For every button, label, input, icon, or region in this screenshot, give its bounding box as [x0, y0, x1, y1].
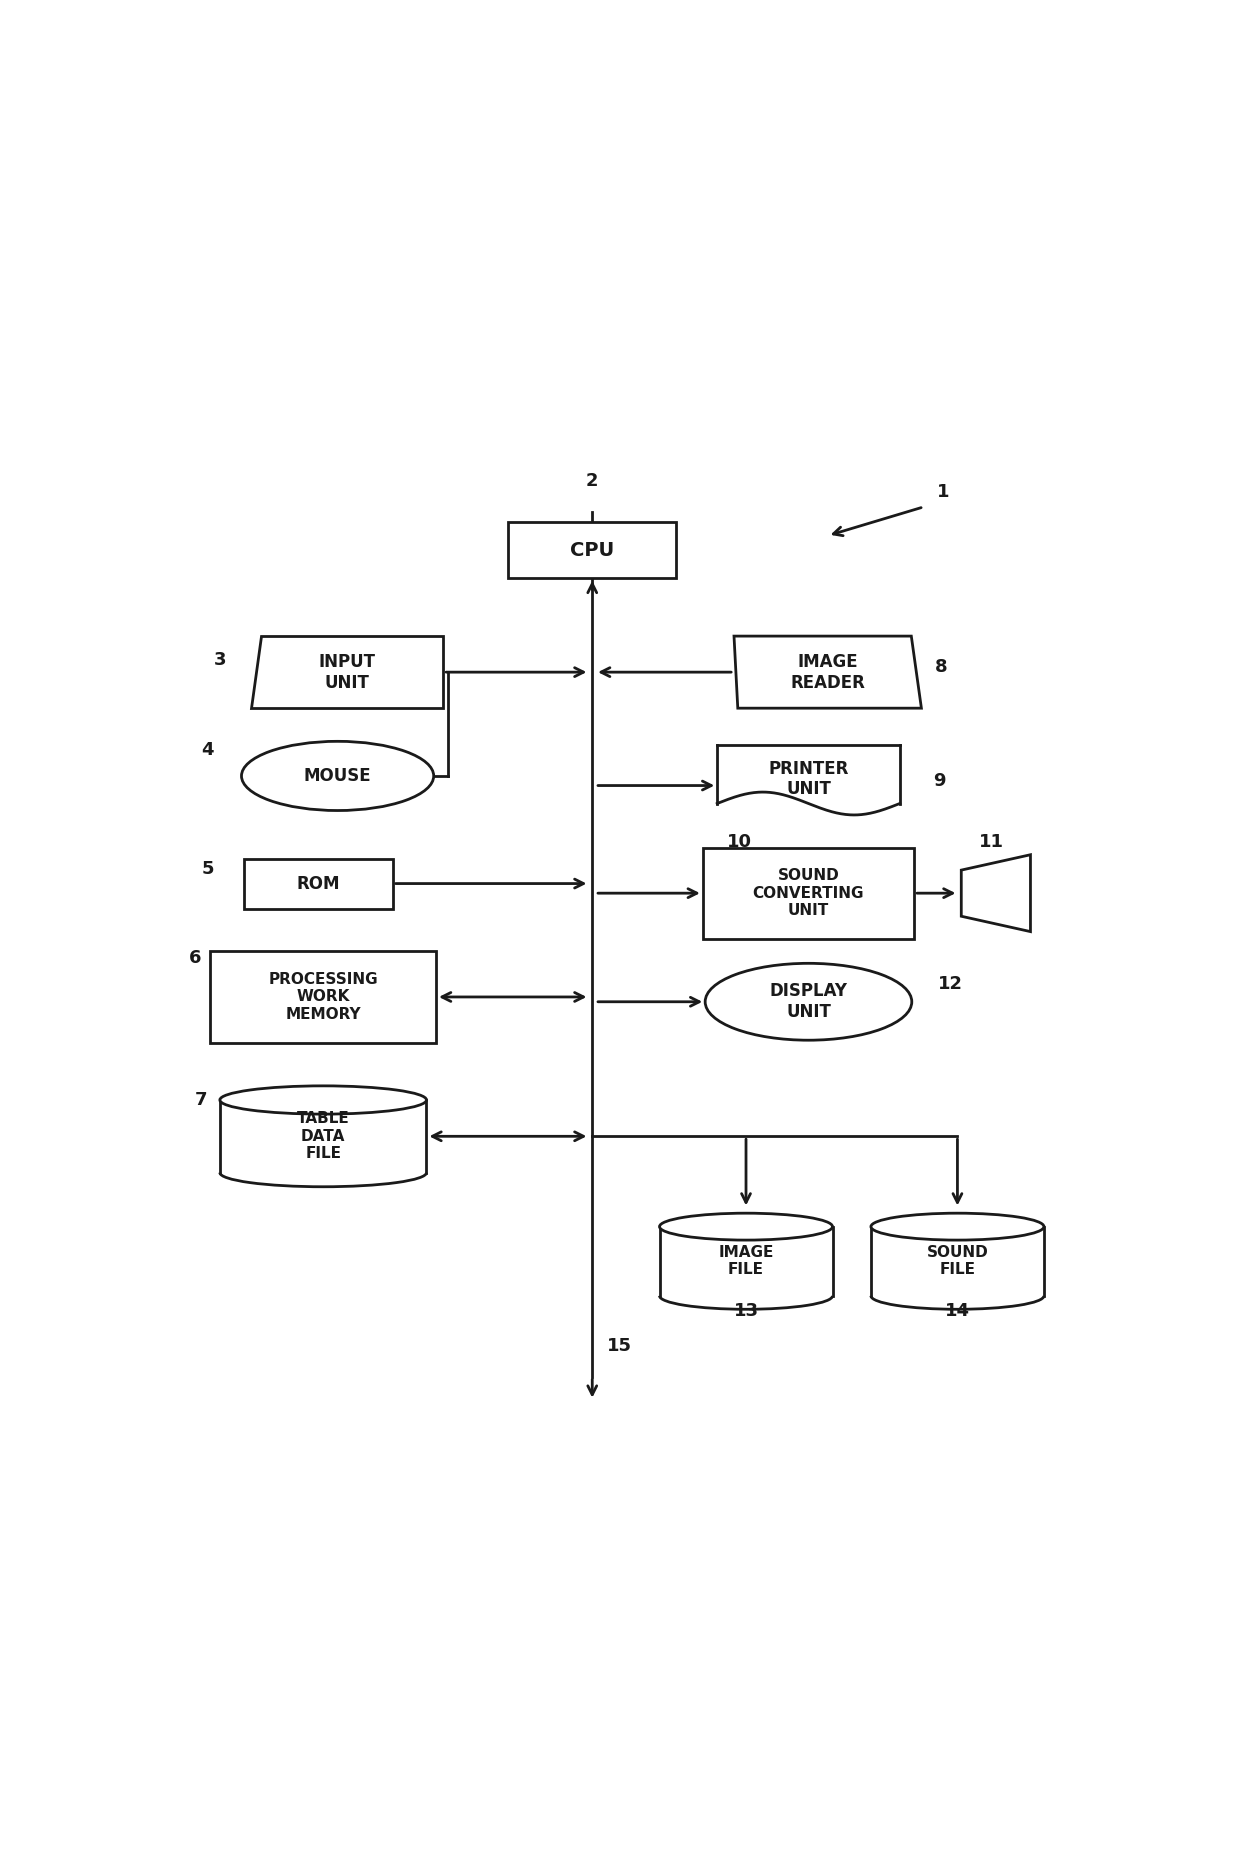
Text: 13: 13: [734, 1302, 759, 1321]
Text: 4: 4: [202, 740, 215, 759]
Text: 5: 5: [202, 859, 215, 878]
Text: 11: 11: [978, 833, 1003, 852]
Text: 7: 7: [195, 1090, 207, 1109]
Bar: [703, 848, 914, 939]
Text: 2: 2: [587, 472, 599, 489]
Text: PROCESSING
WORK
MEMORY: PROCESSING WORK MEMORY: [268, 973, 378, 1021]
Text: PRINTER
UNIT: PRINTER UNIT: [769, 759, 848, 798]
Bar: [211, 950, 436, 1043]
Text: 8: 8: [935, 658, 947, 677]
Text: 15: 15: [606, 1337, 631, 1354]
Bar: [508, 523, 676, 578]
Text: 3: 3: [215, 651, 227, 670]
Bar: [244, 859, 393, 908]
Polygon shape: [734, 636, 921, 709]
Text: 1: 1: [936, 484, 950, 500]
Text: CPU: CPU: [570, 541, 614, 560]
Ellipse shape: [219, 1086, 427, 1114]
Polygon shape: [961, 856, 1030, 932]
Text: IMAGE
READER: IMAGE READER: [790, 653, 866, 692]
Text: 12: 12: [939, 975, 963, 993]
Text: SOUND
CONVERTING
UNIT: SOUND CONVERTING UNIT: [753, 869, 864, 919]
Text: SOUND
FILE: SOUND FILE: [926, 1244, 988, 1278]
Polygon shape: [250, 636, 444, 709]
Text: 14: 14: [945, 1302, 970, 1321]
Text: 9: 9: [934, 772, 946, 789]
Ellipse shape: [870, 1213, 1044, 1241]
Text: IMAGE
FILE: IMAGE FILE: [718, 1244, 774, 1278]
Text: TABLE
DATA
FILE: TABLE DATA FILE: [296, 1112, 350, 1161]
Text: ROM: ROM: [296, 874, 340, 893]
Ellipse shape: [706, 963, 911, 1040]
Text: INPUT
UNIT: INPUT UNIT: [319, 653, 376, 692]
Text: 10: 10: [727, 833, 751, 852]
Text: DISPLAY
UNIT: DISPLAY UNIT: [770, 982, 847, 1021]
Ellipse shape: [660, 1213, 832, 1241]
Text: 6: 6: [190, 949, 202, 967]
Text: MOUSE: MOUSE: [304, 766, 372, 785]
Ellipse shape: [242, 742, 434, 811]
